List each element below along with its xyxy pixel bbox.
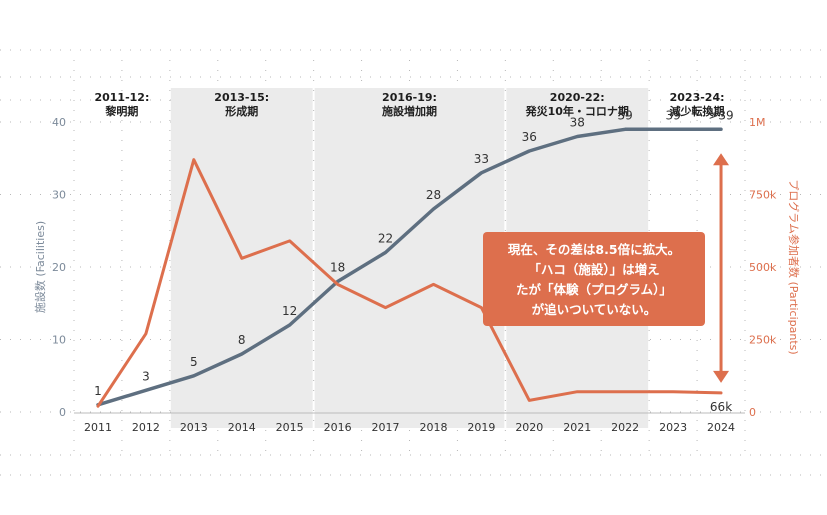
gap-arrow-head-up <box>713 153 730 166</box>
x-tick-label: 2024 <box>707 421 735 434</box>
axes: 0 10 20 30 40 0 250k 500k 750k 1M 2011 2012 2013 2014… <box>33 116 801 434</box>
period-label: 2023-24: <box>670 91 725 104</box>
facilities-data-label: 18 <box>330 261 345 275</box>
annotation-text: が追いついていない。 <box>532 302 657 317</box>
y-right-tick-label: 1M <box>749 116 766 129</box>
y-left-axis-title: 施設数 (Facilities) <box>33 221 47 313</box>
facilities-data-label: 33 <box>474 152 489 166</box>
x-tick-label: 2015 <box>276 421 304 434</box>
facilities-data-label: 5 <box>190 355 198 369</box>
x-tick-label: 2019 <box>467 421 495 434</box>
x-tick-label: 2014 <box>228 421 256 434</box>
period-band <box>314 88 505 428</box>
y-right-tick-label: 750k <box>749 189 777 202</box>
x-tick-label: 2021 <box>563 421 591 434</box>
y-left-tick-label: 30 <box>52 189 66 202</box>
period-label: 施設増加期 <box>382 104 437 118</box>
x-tick-label: 2011 <box>84 421 112 434</box>
participants-line <box>96 158 723 408</box>
period-label: 黎明期 <box>105 104 138 118</box>
facilities-data-label: 39 <box>618 108 633 122</box>
facilities-data-label: 8 <box>238 333 246 347</box>
period-label: 2011-12: <box>94 91 149 104</box>
period-label: 形成期 <box>225 104 258 118</box>
annotation-text: 現在、その差は8.5倍に拡大。 <box>508 242 680 257</box>
annotation-text: 「ハコ（施設）」は増え <box>528 262 659 277</box>
facilities-data-label: 22 <box>378 232 393 246</box>
facilities-data-label: 36 <box>522 130 537 144</box>
period-label: 2013-15: <box>214 91 269 104</box>
y-left-tick-label: 40 <box>52 116 66 129</box>
facilities-data-label: 39 <box>665 108 680 122</box>
period-label: 減少転換期 <box>670 104 725 118</box>
facilities-line <box>96 127 723 407</box>
y-left-tick-label: 10 <box>52 334 66 347</box>
x-tick-label: 2020 <box>515 421 543 434</box>
y-right-tick-label: 250k <box>749 334 777 347</box>
period-label: 2016-19: <box>382 91 437 104</box>
period-label: 発災10年・コロナ期 <box>525 104 629 118</box>
facilities-data-label: 12 <box>282 304 297 318</box>
x-tick-label: 2022 <box>611 421 639 434</box>
participants-end-label: 66k <box>710 400 732 414</box>
y-left-tick-label: 0 <box>59 406 66 419</box>
y-right-axis-title: プログラム参加者数 (Participants) <box>787 179 801 354</box>
x-tick-label: 2016 <box>324 421 352 434</box>
facilities-data-label: 28 <box>426 188 441 202</box>
annotation-box <box>483 232 705 326</box>
x-tick-label: 2017 <box>372 421 400 434</box>
x-tick-label: 2012 <box>132 421 160 434</box>
annotation: 現在、その差は8.5倍に拡大。「ハコ（施設）」は増えたが「体験（プログラム）」が… <box>483 153 730 383</box>
gap-arrow-head-down <box>713 370 730 383</box>
series <box>96 127 723 408</box>
x-tick-label: 2013 <box>180 421 208 434</box>
facilities-data-label: >39 <box>708 108 733 122</box>
y-left-tick-label: 20 <box>52 261 66 274</box>
y-right-tick-label: 0 <box>749 406 756 419</box>
y-right-tick-label: 500k <box>749 261 777 274</box>
facilities-data-label: 3 <box>142 369 150 383</box>
facilities-data-label: 1 <box>94 384 102 398</box>
facilities-data-label: 38 <box>570 116 585 130</box>
data-labels: 1 3 5 8 12 18 22 28 33 36 38 39 39 >39 66k <box>94 108 734 414</box>
annotation-text: たが「体験（プログラム）」 <box>516 282 672 297</box>
x-tick-label: 2023 <box>659 421 687 434</box>
period-label: 2020-22: <box>550 91 605 104</box>
x-tick-label: 2018 <box>419 421 447 434</box>
